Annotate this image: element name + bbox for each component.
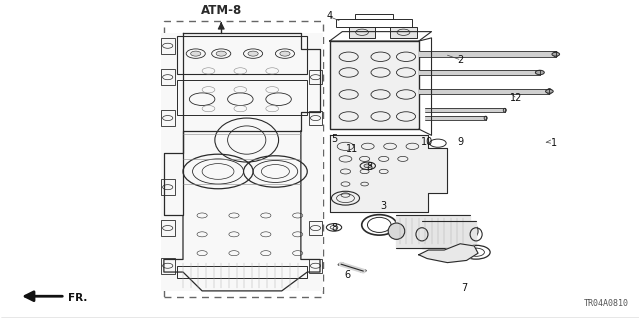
Bar — [419, 51, 556, 57]
Bar — [419, 88, 549, 94]
Bar — [161, 258, 175, 274]
Bar — [177, 36, 307, 74]
Bar — [349, 27, 376, 38]
Text: 3: 3 — [381, 201, 387, 211]
Bar — [164, 21, 323, 297]
Polygon shape — [164, 33, 320, 215]
Ellipse shape — [554, 51, 558, 57]
Text: TR04A0810: TR04A0810 — [584, 299, 629, 308]
Ellipse shape — [547, 88, 552, 94]
Bar — [309, 70, 322, 84]
Bar — [161, 38, 175, 54]
Bar — [355, 14, 394, 19]
Bar — [330, 41, 419, 129]
Text: 8: 8 — [367, 162, 372, 172]
Ellipse shape — [538, 70, 541, 75]
Bar — [309, 259, 322, 273]
Polygon shape — [422, 221, 476, 248]
Text: FR.: FR. — [68, 293, 88, 303]
Bar — [425, 108, 505, 112]
Text: 5: 5 — [331, 134, 337, 144]
Bar — [161, 33, 323, 291]
Bar — [390, 27, 417, 38]
Text: 4: 4 — [326, 11, 333, 21]
Text: 2: 2 — [457, 55, 463, 65]
Bar — [419, 70, 540, 75]
Text: 12: 12 — [510, 93, 522, 103]
Polygon shape — [419, 244, 478, 263]
Ellipse shape — [388, 223, 404, 239]
Circle shape — [248, 51, 258, 56]
Bar — [177, 80, 307, 115]
Circle shape — [545, 89, 553, 93]
Bar — [161, 220, 175, 236]
Bar — [309, 221, 322, 235]
Ellipse shape — [484, 116, 487, 120]
Circle shape — [552, 52, 559, 56]
Text: 11: 11 — [346, 145, 358, 154]
Polygon shape — [396, 215, 470, 248]
Text: 6: 6 — [344, 270, 351, 280]
Circle shape — [364, 164, 372, 168]
Circle shape — [191, 51, 201, 56]
Bar — [425, 116, 486, 120]
Polygon shape — [330, 135, 447, 212]
Text: 9: 9 — [457, 137, 463, 147]
Circle shape — [280, 51, 290, 56]
Ellipse shape — [461, 223, 478, 239]
Bar — [309, 111, 322, 125]
Text: 10: 10 — [421, 137, 433, 147]
Circle shape — [216, 51, 227, 56]
Bar — [336, 19, 412, 27]
Text: 8: 8 — [332, 223, 338, 233]
Text: 7: 7 — [461, 283, 467, 293]
Ellipse shape — [503, 108, 506, 112]
Bar — [161, 69, 175, 85]
Bar — [177, 266, 307, 278]
Bar — [161, 179, 175, 195]
Text: ATM-8: ATM-8 — [200, 4, 242, 18]
Text: 1: 1 — [552, 138, 557, 148]
Circle shape — [536, 70, 544, 75]
Bar — [161, 110, 175, 126]
